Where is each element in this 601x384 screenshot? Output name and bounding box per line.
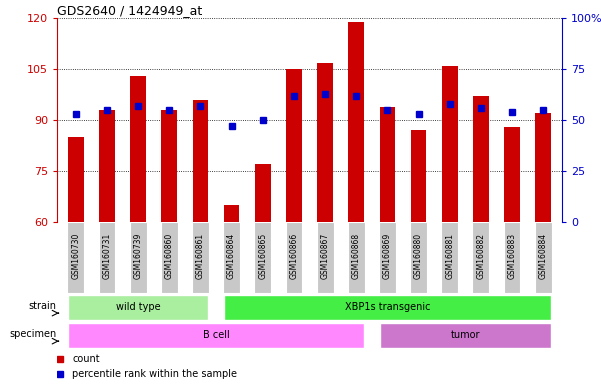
Text: GSM160869: GSM160869 — [383, 233, 392, 279]
Bar — [380, 323, 551, 348]
Bar — [255, 164, 270, 222]
Bar — [348, 222, 365, 293]
Bar — [535, 113, 551, 222]
Bar — [161, 222, 178, 293]
Text: wild type: wild type — [116, 302, 160, 312]
Bar — [317, 222, 334, 293]
Text: GSM160881: GSM160881 — [445, 233, 454, 279]
Text: GSM160865: GSM160865 — [258, 233, 267, 279]
Text: B cell: B cell — [203, 330, 230, 340]
Bar — [379, 222, 396, 293]
Bar — [441, 222, 458, 293]
Bar — [224, 205, 239, 222]
Text: GSM160868: GSM160868 — [352, 233, 361, 279]
Text: GSM160880: GSM160880 — [414, 233, 423, 279]
Bar — [504, 127, 520, 222]
Text: count: count — [72, 354, 100, 364]
Bar — [317, 63, 333, 222]
Bar — [410, 222, 427, 293]
Text: GSM160864: GSM160864 — [227, 233, 236, 279]
Text: GSM160739: GSM160739 — [133, 233, 142, 279]
Bar — [285, 222, 302, 293]
Bar — [99, 222, 115, 293]
Bar — [68, 295, 208, 320]
Bar — [130, 76, 146, 222]
Text: GSM160860: GSM160860 — [165, 233, 174, 279]
Bar — [99, 110, 115, 222]
Text: specimen: specimen — [9, 329, 56, 339]
Bar — [67, 222, 84, 293]
Bar — [162, 110, 177, 222]
Bar — [442, 66, 457, 222]
Text: GSM160882: GSM160882 — [477, 233, 486, 279]
Bar — [380, 107, 395, 222]
Text: GSM160866: GSM160866 — [290, 233, 299, 279]
Text: GSM160730: GSM160730 — [72, 233, 81, 279]
Bar — [472, 222, 489, 293]
Text: GSM160884: GSM160884 — [538, 233, 548, 279]
Bar — [504, 222, 520, 293]
Bar — [535, 222, 552, 293]
Bar — [68, 137, 84, 222]
Bar — [411, 131, 426, 222]
Text: GSM160883: GSM160883 — [508, 233, 517, 279]
Text: GSM160861: GSM160861 — [196, 233, 205, 279]
Text: tumor: tumor — [451, 330, 480, 340]
Bar — [193, 100, 208, 222]
Text: XBP1s transgenic: XBP1s transgenic — [344, 302, 430, 312]
Bar — [224, 295, 551, 320]
Bar — [130, 222, 147, 293]
Bar — [286, 70, 302, 222]
Text: GSM160867: GSM160867 — [320, 233, 329, 279]
Bar — [68, 323, 364, 348]
Bar — [223, 222, 240, 293]
Bar — [254, 222, 271, 293]
Text: percentile rank within the sample: percentile rank within the sample — [72, 369, 237, 379]
Bar — [192, 222, 209, 293]
Text: GSM160731: GSM160731 — [102, 233, 111, 279]
Text: GDS2640 / 1424949_at: GDS2640 / 1424949_at — [57, 4, 203, 17]
Bar — [349, 22, 364, 222]
Text: strain: strain — [28, 301, 56, 311]
Bar — [473, 96, 489, 222]
